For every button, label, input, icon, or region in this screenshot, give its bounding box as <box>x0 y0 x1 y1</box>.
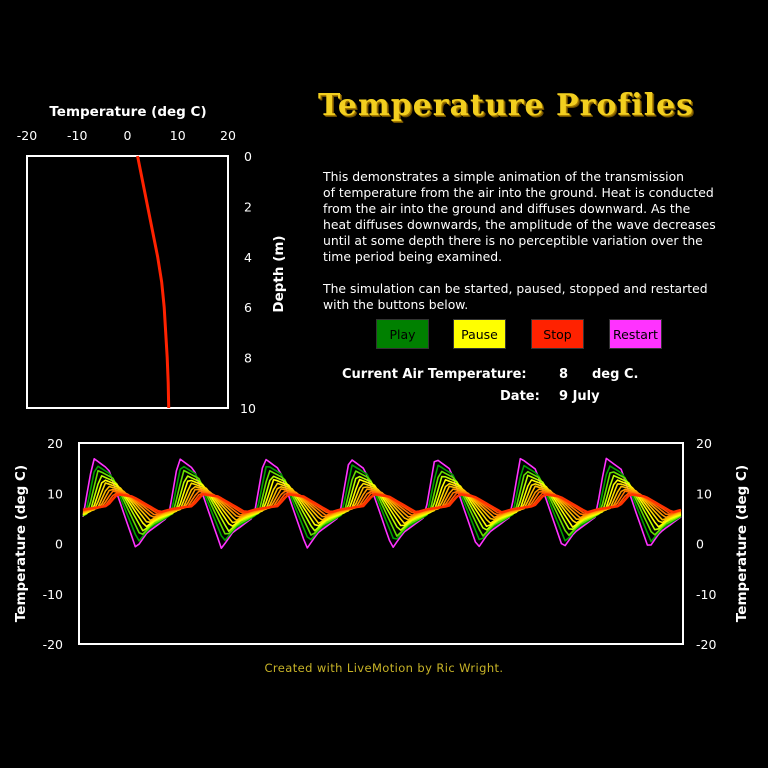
y-tick-label-right: 10 <box>696 486 712 501</box>
y-tick-label-right: 0 <box>696 537 704 552</box>
y-tick-label: 2 <box>244 199 252 214</box>
date-label: Date: <box>500 389 540 404</box>
page-title: Temperature Profiles <box>318 88 695 123</box>
series-line <box>82 493 682 514</box>
description-line: This demonstrates a simple animation of … <box>323 169 685 184</box>
x-tick-label: -20 <box>17 128 37 143</box>
description-line: with the buttons below. <box>323 297 469 312</box>
x-tick-label: 0 <box>124 128 132 143</box>
y-axis-label-right: Temperature (deg C) <box>734 465 750 622</box>
description-line: of temperature from the air into the gro… <box>323 185 714 200</box>
description-line: heat diffuses downwards, the amplitude o… <box>323 217 716 232</box>
description-line: The simulation can be started, paused, s… <box>323 281 708 296</box>
credit-text: Created with LiveMotion by Ric Wright. <box>264 661 504 675</box>
y-tick-label: 6 <box>244 300 252 315</box>
chart-title: Temperature (deg C) <box>49 104 206 120</box>
y-tick-label: 0 <box>244 149 252 164</box>
y-tick-label-right: -10 <box>696 587 716 602</box>
x-tick-label: -10 <box>67 128 87 143</box>
description-line <box>323 265 716 281</box>
y-tick-label-left: 0 <box>55 537 63 552</box>
depth-profile-chart: Temperature (deg C) -20 -10 0 10 20 0 2 4 6 8 10 Dep… <box>17 104 287 416</box>
description-line: time period being examined. <box>323 249 503 264</box>
plot-frame <box>26 155 229 409</box>
plot-frame <box>78 442 684 645</box>
description-line: until at some depth there is no percepti… <box>323 233 703 248</box>
series-line <box>82 478 682 528</box>
y-axis-label-left: Temperature (deg C) <box>13 465 29 622</box>
y-tick-label-right: 20 <box>696 436 712 451</box>
y-tick-label: 8 <box>244 351 252 366</box>
profile-line <box>136 155 171 409</box>
y-tick-label-left: -10 <box>43 587 63 602</box>
air-temp-unit: deg C. <box>592 367 639 382</box>
description-line: from the air into the ground and diffuse… <box>323 201 691 216</box>
series-line <box>82 457 682 550</box>
air-temp-label: Current Air Temperature: <box>342 367 527 382</box>
restart-button[interactable]: Restart <box>609 319 662 349</box>
y-tick-label: 4 <box>244 250 252 265</box>
y-tick-label-left: 20 <box>47 436 63 451</box>
play-button[interactable]: Play <box>376 319 429 349</box>
description: This demonstrates a simple animation of … <box>323 137 716 329</box>
y-tick-label: 10 <box>240 401 256 416</box>
y-tick-label-right: -20 <box>696 637 716 652</box>
temperature-timeseries-chart: -20 -20 -10 -10 0 0 10 10 20 20 Temperature (deg C… <box>13 436 750 652</box>
y-tick-label-left: 10 <box>47 486 63 501</box>
x-tick-label: 20 <box>220 128 236 143</box>
series-line <box>82 469 682 537</box>
stop-button[interactable]: Stop <box>531 319 584 349</box>
y-tick-label-left: -20 <box>43 637 63 652</box>
series-line <box>82 474 682 533</box>
series-line <box>82 464 682 543</box>
pause-button[interactable]: Pause <box>453 319 506 349</box>
y-axis-label: Depth (m) <box>271 235 287 312</box>
x-tick-label: 10 <box>170 128 186 143</box>
date-value: 9 July <box>559 389 600 404</box>
air-temp-value: 8 <box>559 367 569 382</box>
